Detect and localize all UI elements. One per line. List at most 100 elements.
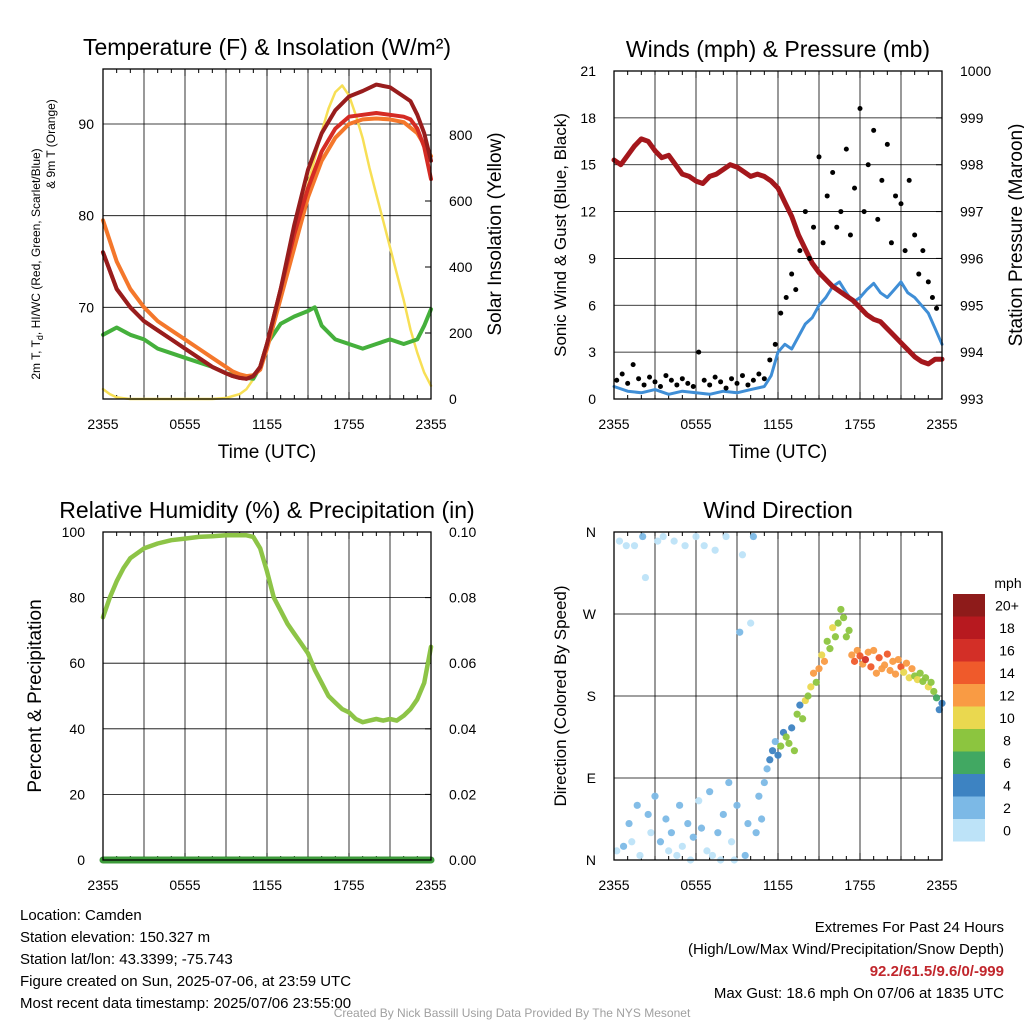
gust-point [767,357,773,363]
direction-point [894,655,902,664]
gust-point [641,382,647,388]
x-tick-label: 2355 [87,416,118,432]
y2-tick-label: 996 [960,250,984,266]
direction-point [659,532,667,541]
direction-point [700,542,708,550]
direction-point [722,532,730,541]
gust-point [824,193,830,199]
gust-point [696,349,702,355]
y-tick-label: E [587,770,596,786]
gust-point [852,185,858,191]
direction-point [692,532,700,541]
legend-swatch [953,796,985,819]
direction-point [744,819,752,828]
direction-point [670,537,678,545]
x-axis-label: Time (UTC) [218,442,317,463]
plot-border [102,68,432,400]
direction-point [883,650,891,658]
gust-point [893,193,899,199]
legend-label: 18 [999,620,1015,636]
y-tick-label: 20 [69,786,85,802]
direction-point [719,810,727,819]
gust-point [772,341,778,347]
legend-label: 12 [999,687,1015,703]
y-tick-label: 12 [580,204,596,220]
x-tick-label: 2355 [926,416,957,432]
y-tick-label: 100 [62,524,86,540]
y2-tick-label: 400 [449,259,473,275]
direction-point [755,792,763,800]
gust-point [865,162,871,168]
x-tick-label: 1155 [252,877,282,893]
direction-point [619,842,628,850]
direction-point [930,687,938,696]
gust-point [756,371,762,377]
gust-point [857,105,863,111]
gust-point [690,384,696,390]
gust-point [630,362,636,368]
direction-point [935,706,943,714]
gust-point [712,374,718,380]
direction-point [656,838,665,846]
x-tick-label: 1755 [333,877,364,893]
x-tick-label: 1155 [252,416,282,432]
gust-point [739,373,745,379]
direction-point [812,678,820,686]
gust-point [625,380,631,386]
x-axis-label: Time (UTC) [729,442,828,463]
direction-point [905,674,913,682]
direction-point [872,669,881,677]
y-axis-label: 2m T, Td, HI/WC (Red, Green, Scarlet/Blu… [29,148,45,379]
direction-point [820,657,829,665]
direction-point [689,833,697,841]
y-tick-label: 40 [69,721,85,737]
legend-swatch [953,819,985,842]
gust-point [934,305,940,311]
direction-point [651,792,659,800]
gust-point [619,371,625,377]
legend-swatch [953,706,985,729]
series-line-station-pressure [611,136,945,367]
direction-point [932,694,941,702]
direction-point [768,747,777,755]
gust-point [723,385,729,391]
gust-point [888,240,894,246]
y-tick-label: 9 [588,250,596,266]
extremes-values: 92.2/61.5/9.6/0/-999 [869,963,1004,980]
legend-label: 8 [1003,732,1011,748]
direction-point [815,665,823,673]
direction-point [889,657,897,665]
plot-border [613,531,943,861]
gust-point [920,248,926,254]
y-tick-label: 6 [588,297,596,313]
credit-line: Created By Nick Bassill Using Data Provi… [333,1006,691,1020]
legend-label: 10 [999,710,1015,726]
gust-point [847,232,853,238]
y2-tick-label: 1000 [960,63,991,79]
station-location: Location: Camden [20,907,142,924]
direction-point [633,801,641,809]
legend-label: 6 [1003,755,1011,771]
direction-point [785,739,793,747]
direction-point [613,847,621,855]
legend-swatch [953,751,985,774]
x-tick-label: 2355 [926,877,957,893]
gust-point [806,255,812,261]
series-line-rh [100,533,434,725]
x-tick-label: 1755 [333,416,364,432]
x-tick-label: 0555 [680,416,711,432]
gust-point [802,209,808,215]
humidity-precip-chart: 2355 0555 1155 1755 2355 Relative Humidity (%… [25,497,476,893]
y2-tick-label: 993 [960,391,984,407]
y2-tick-label: 0.02 [449,786,476,802]
direction-point [864,648,872,656]
direction-point [766,756,774,764]
gust-point [875,216,881,222]
legend-swatch [953,729,985,752]
gust-point [657,384,663,390]
y-tick-label: 3 [588,344,596,360]
y-tick-label: N [586,524,596,540]
direction-point [870,646,878,655]
direction-point [875,654,883,662]
